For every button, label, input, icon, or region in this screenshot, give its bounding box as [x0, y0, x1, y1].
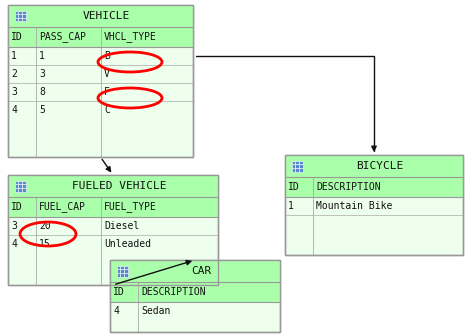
Text: VEHICLE: VEHICLE [83, 11, 130, 21]
Bar [8, 5, 193, 27]
Text: Mountain Bike: Mountain Bike [316, 201, 392, 211]
Text: V: V [104, 69, 110, 79]
Text: 2: 2 [11, 69, 17, 79]
Bar [8, 197, 218, 217]
Bar [124, 266, 128, 269]
Bar [116, 269, 120, 273]
Text: PASS_CAP: PASS_CAP [39, 31, 86, 43]
Bar [124, 273, 128, 276]
Bar [110, 282, 280, 302]
Text: ID: ID [11, 32, 23, 42]
Bar [116, 266, 120, 269]
Bar [120, 269, 124, 273]
Bar [8, 175, 218, 285]
Text: BICYCLE: BICYCLE [357, 161, 404, 171]
Bar [22, 181, 25, 184]
Text: Diesel: Diesel [104, 221, 139, 231]
Text: DESCRIPTION: DESCRIPTION [141, 287, 206, 297]
Bar [299, 164, 302, 168]
Bar [22, 18, 25, 21]
Bar [18, 188, 22, 192]
Bar [292, 168, 295, 172]
Text: VHCL_TYPE: VHCL_TYPE [104, 31, 157, 43]
Bar [8, 175, 218, 285]
Text: FUEL_CAP: FUEL_CAP [39, 202, 86, 212]
Bar [295, 160, 299, 164]
Bar [15, 14, 18, 18]
Text: Sedan: Sedan [141, 306, 171, 316]
Text: 15: 15 [39, 239, 51, 249]
Text: C: C [104, 105, 110, 115]
Bar [18, 10, 22, 14]
Bar [110, 260, 280, 332]
Bar [299, 160, 302, 164]
Text: 1: 1 [39, 51, 45, 61]
Bar [15, 184, 18, 188]
Bar [285, 177, 463, 197]
Text: 5: 5 [39, 105, 45, 115]
Text: DESCRIPTION: DESCRIPTION [316, 182, 381, 192]
Bar [15, 10, 18, 14]
Bar [8, 5, 193, 157]
Bar [15, 18, 18, 21]
Text: 20: 20 [39, 221, 51, 231]
Text: 3: 3 [11, 87, 17, 97]
Bar [295, 168, 299, 172]
Text: 1: 1 [11, 51, 17, 61]
Bar [292, 160, 295, 164]
Bar [285, 155, 463, 177]
Bar [110, 260, 280, 282]
Bar [116, 273, 120, 276]
Bar [18, 181, 22, 184]
Bar [110, 260, 280, 332]
Bar [124, 269, 128, 273]
Text: 4: 4 [113, 306, 119, 316]
Text: 4: 4 [11, 239, 17, 249]
Bar [8, 27, 193, 47]
Text: ID: ID [11, 202, 23, 212]
Bar [22, 10, 25, 14]
Text: 1: 1 [288, 201, 294, 211]
Text: FUEL_TYPE: FUEL_TYPE [104, 202, 157, 212]
Bar [22, 188, 25, 192]
Text: B: B [104, 51, 110, 61]
Bar [8, 5, 193, 157]
Text: FUELED VEHICLE: FUELED VEHICLE [72, 181, 166, 191]
Text: CAR: CAR [191, 266, 211, 276]
Bar [292, 164, 295, 168]
Bar [295, 164, 299, 168]
Bar [8, 175, 218, 197]
Bar [18, 18, 22, 21]
Text: F: F [104, 87, 110, 97]
Text: 3: 3 [11, 221, 17, 231]
Bar [285, 155, 463, 255]
Text: Unleaded: Unleaded [104, 239, 151, 249]
Bar [22, 184, 25, 188]
Bar [285, 155, 463, 255]
Text: ID: ID [288, 182, 300, 192]
Bar [22, 14, 25, 18]
Text: 4: 4 [11, 105, 17, 115]
Text: 3: 3 [39, 69, 45, 79]
Bar [299, 168, 302, 172]
Bar [120, 273, 124, 276]
Bar [18, 14, 22, 18]
Text: ID: ID [113, 287, 125, 297]
Bar [15, 181, 18, 184]
Bar [18, 184, 22, 188]
Bar [15, 188, 18, 192]
Text: 8: 8 [39, 87, 45, 97]
Bar [120, 266, 124, 269]
